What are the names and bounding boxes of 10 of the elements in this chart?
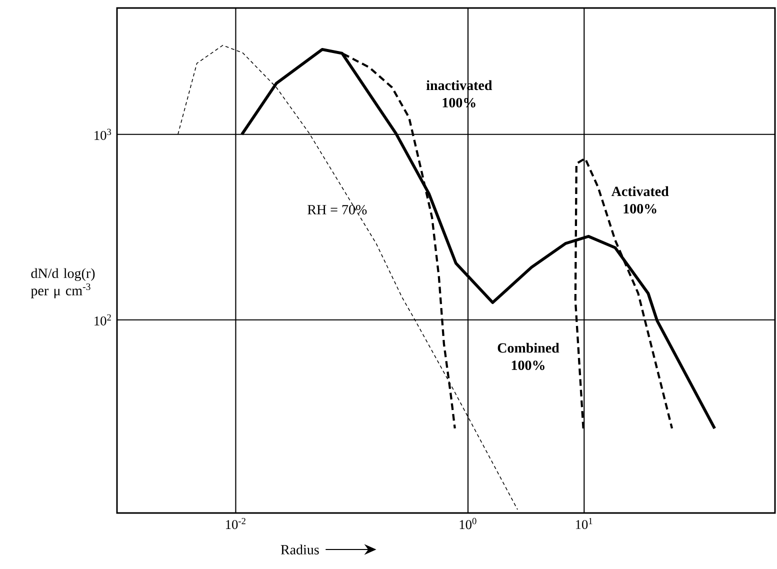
annotation: Activated 100%	[611, 186, 669, 214]
series-label: RH = 70%	[308, 204, 367, 214]
x-tick-label: 10$^{-2}$	[226, 518, 246, 530]
y-axis-title: dN/d log(r) per μ cm$^{-3}$	[30, 268, 95, 298]
annotation: Combined 100%	[498, 342, 560, 370]
y-tick-label: 10$^{3}$	[94, 128, 112, 140]
x-tick-label: 10$^{0}$	[460, 518, 476, 530]
x-axis-title: Radius	[280, 544, 319, 554]
y-tick-label: 10$^{2}$	[94, 314, 111, 326]
x-tick-label: 10$^{1}$	[576, 518, 592, 530]
